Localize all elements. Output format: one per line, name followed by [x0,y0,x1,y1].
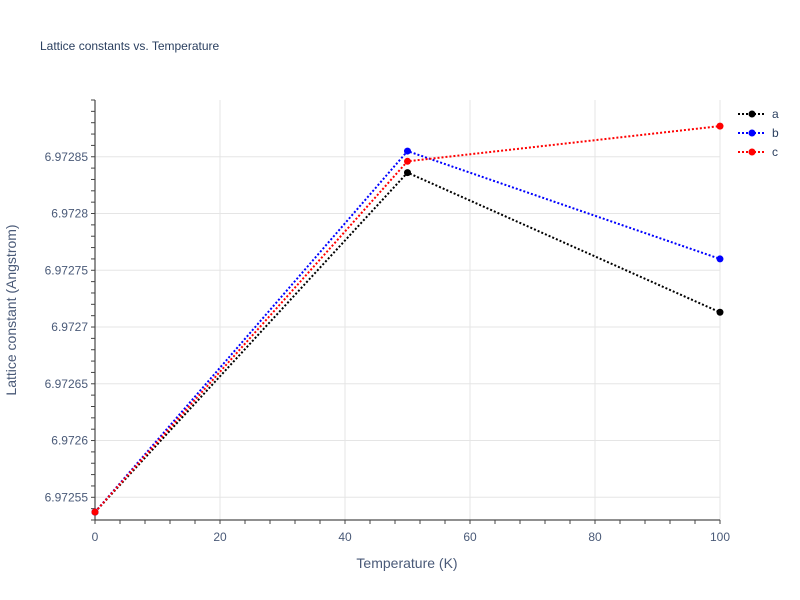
legend-label: a [772,107,779,121]
data-point-b [716,255,724,263]
data-point-b [404,147,411,155]
series-line-b [94,149,721,513]
legend-item-b[interactable]: b [738,126,779,140]
series-b [91,147,724,516]
series-a [91,169,724,516]
y-tick-label: 6.9728 [51,207,88,221]
x-tick-label: 20 [213,530,227,544]
x-tick-label: 80 [588,530,602,544]
x-tick-label: 0 [92,530,99,544]
y-tick-label: 6.97255 [45,490,89,504]
legend-label: b [772,126,779,140]
y-axis-ticks: 6.97255 6.9726 6.97265 6.9727 6.97275 6.9728 6… [45,150,89,505]
data-point-a [716,308,724,316]
y-tick-label: 6.97275 [45,263,89,277]
series-layer [91,122,724,516]
x-axis-title: Temperature (K) [356,555,457,571]
legend-marker [748,129,756,137]
y-axis-title: Lattice constant (Angstrom) [3,224,19,395]
x-tick-label: 40 [338,530,352,544]
x-axis-ticks: 0 20 40 60 80 100 [92,530,731,544]
legend-item-c[interactable]: c [738,145,778,159]
chart-title: Lattice constants vs. Temperature [40,39,220,53]
y-tick-label: 6.9727 [51,320,88,334]
axes [91,99,721,524]
legend-marker [748,148,756,156]
x-tick-label: 60 [463,530,477,544]
x-tick-label: 100 [710,530,730,544]
y-tick-label: 6.9726 [51,434,88,448]
y-tick-label: 6.97265 [45,377,89,391]
data-point-c [91,508,99,516]
series-line-a [94,171,721,513]
legend-item-a[interactable]: a [738,107,779,121]
data-point-a [404,169,411,177]
legend-marker [748,110,756,118]
legend-label: c [772,145,778,159]
series-line-c [94,125,721,513]
series-c [91,122,724,516]
data-point-c [716,122,724,130]
y-tick-label: 6.97285 [45,150,89,164]
legend[interactable]: abc [738,107,779,159]
data-point-c [404,157,411,165]
